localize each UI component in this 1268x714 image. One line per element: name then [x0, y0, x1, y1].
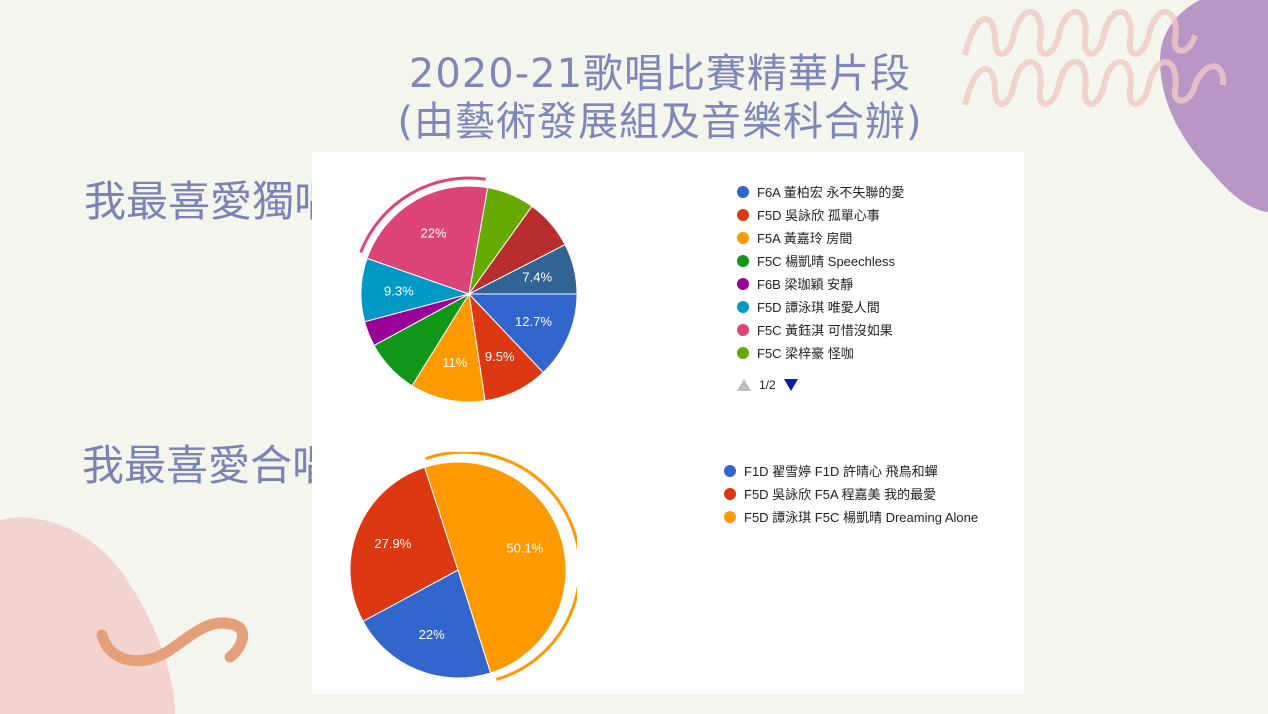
solo-legend-item[interactable]: F5C 梁梓豪 怪咖 [737, 341, 904, 364]
title-line-1: 2020-21歌唱比賽精華片段 [408, 51, 912, 97]
decor-orange-squiggle [96, 617, 249, 667]
chorus-legend-label: F5D 譚泳琪 F5C 楊凱晴 Dreaming Alone [744, 510, 979, 525]
solo-legend-item[interactable]: F5D 譚泳琪 唯愛人間 [737, 295, 904, 318]
title-line-2: (由藝術發展組及音樂科合辦) [397, 99, 923, 145]
solo-legend-swatch [737, 277, 749, 290]
solo-section-title: 我最喜愛獨唱 [84, 177, 337, 226]
solo-legend-label: F5D 譚泳琪 唯愛人間 [757, 300, 880, 315]
solo-legend-item[interactable]: F5A 黃嘉玲 房間 [737, 226, 904, 249]
chorus-legend: F1D 翟雪婷 F1D 許晴心 飛鳥和蟬 F5D 吳詠欣 F5A 程嘉美 我的最愛… [724, 459, 978, 528]
page-title: 2020-21歌唱比賽精華片段 (由藝術發展組及音樂科合辦) [300, 50, 1020, 146]
solo-slice-9[interactable] [468, 244, 578, 295]
solo-data-label-1: 9.5% [485, 349, 515, 364]
chorus-pie-chart: 22% 27.9% 50.1% [349, 452, 577, 681]
solo-data-label-0: 12.7% [515, 314, 552, 329]
chorus-legend-item[interactable]: F1D 翟雪婷 F1D 許晴心 飛鳥和蟬 [724, 459, 978, 482]
solo-slice-0[interactable] [467, 293, 578, 374]
solo-data-label-5: 9.3% [384, 283, 414, 298]
solo-legend-label: F6A 董柏宏 永不失聯的愛 [757, 185, 905, 200]
solo-legend-swatch [737, 231, 749, 244]
chorus-data-label-2: 50.1% [506, 541, 543, 556]
chorus-data-label-0: 22% [419, 627, 445, 642]
solo-legend: F6A 董柏宏 永不失聯的愛 F5D 吳詠欣 孤單心事 F5A 黃嘉玲 房間 F5C … [737, 180, 904, 392]
solo-data-label-2: 11% [442, 355, 467, 370]
solo-legend-label: F5C 黃鈺淇 可惜沒如果 [757, 323, 893, 338]
solo-slice-2[interactable] [411, 292, 486, 403]
legend-pager: 1/2 [737, 378, 904, 392]
chorus-legend-item[interactable]: F5D 譚泳琪 F5C 楊凱晴 Dreaming Alone [724, 505, 978, 528]
chorus-legend-swatch [724, 464, 736, 477]
decor-purple-blob [1160, 0, 1268, 212]
solo-legend-swatch [737, 300, 749, 313]
solo-legend-swatch [737, 185, 749, 198]
next-page-icon[interactable] [783, 379, 798, 391]
chorus-legend-swatch [724, 487, 736, 500]
legend-page-indicator: 1/2 [759, 378, 776, 392]
solo-legend-label: F5A 黃嘉玲 房間 [757, 231, 853, 246]
solo-legend-swatch [737, 323, 749, 336]
solo-slice-6[interactable] [366, 185, 489, 295]
solo-highlight-arc [359, 176, 486, 253]
solo-legend-label: F5C 楊凱晴 Speechless [757, 254, 895, 269]
solo-legend-item[interactable]: F5D 吳詠欣 孤單心事 [737, 203, 904, 226]
chorus-slice-1[interactable] [349, 466, 459, 623]
chorus-data-label-1: 27.9% [374, 536, 411, 551]
solo-pie-chart: 12.7% 9.5% 11% 9.3% 22% 7.4% [359, 176, 578, 403]
chorus-slice-0[interactable] [362, 569, 492, 679]
chorus-legend-label: F5D 吳詠欣 F5A 程嘉美 我的最愛 [744, 487, 937, 502]
solo-legend-item[interactable]: F6A 董柏宏 永不失聯的愛 [737, 180, 904, 203]
solo-legend-item[interactable]: F5C 黃鈺淇 可惜沒如果 [737, 318, 904, 341]
solo-data-label-6: 22% [420, 225, 446, 240]
chorus-legend-label: F1D 翟雪婷 F1D 許晴心 飛鳥和蟬 [744, 464, 938, 479]
chorus-legend-swatch [724, 510, 736, 523]
chorus-legend-item[interactable]: F5D 吳詠欣 F5A 程嘉美 我的最愛 [724, 482, 978, 505]
solo-data-label-9: 7.4% [522, 270, 552, 285]
chorus-highlight-arc [425, 452, 577, 681]
solo-legend-item[interactable]: F5C 楊凱晴 Speechless [737, 249, 904, 272]
solo-legend-label: F5C 梁梓豪 怪咖 [757, 346, 854, 361]
chart-panel: 12.7% 9.5% 11% 9.3% 22% 7.4% 22% 27.9% 50.1% F6… [312, 152, 1024, 694]
chorus-slice-2[interactable] [424, 461, 567, 674]
solo-legend-label: F6B 梁珈穎 安靜 [757, 277, 854, 292]
solo-legend-item[interactable]: F6B 梁珈穎 安靜 [737, 272, 904, 295]
solo-legend-swatch [737, 346, 749, 359]
decor-pink-swirls [962, 8, 1227, 107]
prev-page-icon[interactable] [737, 379, 751, 391]
solo-legend-swatch [737, 208, 749, 221]
chorus-section-title: 我最喜愛合唱 [82, 441, 335, 490]
solo-legend-swatch [737, 254, 749, 267]
solo-legend-label: F5D 吳詠欣 孤單心事 [757, 208, 880, 223]
